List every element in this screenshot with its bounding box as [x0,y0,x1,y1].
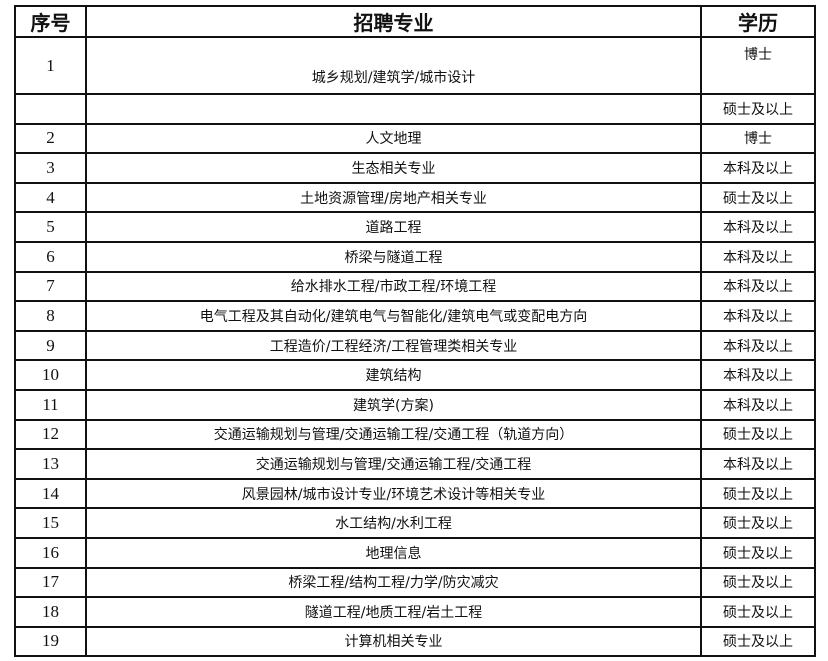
row-major: 隧道工程/地质工程/岩土工程 [85,596,702,628]
row-education: 本科及以上 [700,359,816,391]
row-education: 硕士及以上 [700,477,816,510]
table-row: 13 交通运输规划与管理/交通运输工程/交通工程 本科及以上 [14,448,816,480]
row-index: 12 [14,418,87,451]
row-education: 硕士及以上 [700,625,816,658]
row-major: 工程造价/工程经济/工程管理类相关专业 [85,329,702,362]
row-major: 风景园林/城市设计专业/环境艺术设计等相关专业 [85,477,702,510]
row-major: 水工结构/水利工程 [85,507,702,539]
row-education: 本科及以上 [700,240,816,273]
row-major: 给水排水工程/市政工程/环境工程 [85,270,702,303]
table-row: 6 桥梁与隧道工程 本科及以上 [14,240,816,273]
row-education: 硕士及以上 [700,507,816,539]
row-index: 10 [14,359,87,391]
row-major: 人文地理 [85,122,702,155]
row-index: 3 [14,152,87,184]
table-row: 17 桥梁工程/结构工程/力学/防灾减灾 硕士及以上 [14,566,816,599]
row-education: 本科及以上 [700,300,816,332]
table-row: 5 道路工程 本科及以上 [14,211,816,243]
row-index: 6 [14,240,87,273]
table-row: 18 隧道工程/地质工程/岩土工程 硕士及以上 [14,596,816,628]
table-row: 4 土地资源管理/房地产相关专业 硕士及以上 [14,181,816,214]
row-index: 8 [14,300,87,332]
table-row: 16 地理信息 硕士及以上 [14,536,816,569]
row-major: 桥梁与隧道工程 [85,240,702,273]
row-education: 本科及以上 [700,270,816,303]
row-education: 硕士及以上 [700,181,816,214]
header-row: 序号 招聘专业 学历 [14,5,816,38]
header-education: 学历 [700,5,816,38]
table-row: 8 电气工程及其自动化/建筑电气与智能化/建筑电气或变配电方向 本科及以上 [14,300,816,332]
row-index: 14 [14,477,87,510]
header-index: 序号 [14,5,87,38]
table-row: 14 风景园林/城市设计专业/环境艺术设计等相关专业 硕士及以上 [14,477,816,510]
row-education: 本科及以上 [700,329,816,362]
row-major: 电气工程及其自动化/建筑电气与智能化/建筑电气或变配电方向 [85,300,702,332]
row-index: 9 [14,329,87,362]
table-row: 硕士及以上 [14,93,816,125]
row-major: 生态相关专业 [85,152,702,184]
table-row: 2 人文地理 博士 [14,122,816,155]
row-index: 4 [14,181,87,214]
row-education: 博士 [700,122,816,155]
row-education: 硕士及以上 [700,566,816,599]
row-major: 交通运输规划与管理/交通运输工程/交通工程 [85,448,702,480]
row-index: 5 [14,211,87,243]
row-index: 7 [14,270,87,303]
recruitment-table: 序号 招聘专业 学历 1 城乡规划/建筑学/城市设计 博士 硕士及以上 2 人文地理 博士 3… [14,5,816,658]
table-row: 12 交通运输规划与管理/交通运输工程/交通工程（轨道方向） 硕士及以上 [14,418,816,451]
table-row: 9 工程造价/工程经济/工程管理类相关专业 本科及以上 [14,329,816,362]
row-major [85,93,702,125]
row-education: 硕士及以上 [700,93,816,125]
row-education: 本科及以上 [700,448,816,480]
row-index: 18 [14,596,87,628]
row-major: 建筑学(方案) [85,388,702,421]
row-index: 15 [14,507,87,539]
row-index [14,93,87,125]
table-row: 11 建筑学(方案) 本科及以上 [14,388,816,421]
row-index: 11 [14,388,87,421]
row-major: 道路工程 [85,211,702,243]
row-major: 计算机相关专业 [85,625,702,658]
row-major: 土地资源管理/房地产相关专业 [85,181,702,214]
table-row: 10 建筑结构 本科及以上 [14,359,816,391]
table-row: 7 给水排水工程/市政工程/环境工程 本科及以上 [14,270,816,303]
row-education: 硕士及以上 [700,536,816,569]
table-row: 19 计算机相关专业 硕士及以上 [14,625,816,658]
row-index: 19 [14,625,87,658]
row-education: 博士 [700,36,816,95]
row-education: 硕士及以上 [700,596,816,628]
header-major: 招聘专业 [85,5,702,38]
table-row: 1 城乡规划/建筑学/城市设计 博士 [14,36,816,95]
row-major: 交通运输规划与管理/交通运输工程/交通工程（轨道方向） [85,418,702,451]
row-education: 本科及以上 [700,211,816,243]
table-row: 3 生态相关专业 本科及以上 [14,152,816,184]
row-education: 本科及以上 [700,152,816,184]
row-major: 桥梁工程/结构工程/力学/防灾减灾 [85,566,702,599]
row-index: 16 [14,536,87,569]
row-index: 1 [14,36,87,95]
row-index: 13 [14,448,87,480]
table-row: 15 水工结构/水利工程 硕士及以上 [14,507,816,539]
row-index: 17 [14,566,87,599]
row-education: 硕士及以上 [700,418,816,451]
row-major: 建筑结构 [85,359,702,391]
row-index: 2 [14,122,87,155]
row-major: 地理信息 [85,536,702,569]
row-education: 本科及以上 [700,388,816,421]
row-major: 城乡规划/建筑学/城市设计 [85,36,702,95]
